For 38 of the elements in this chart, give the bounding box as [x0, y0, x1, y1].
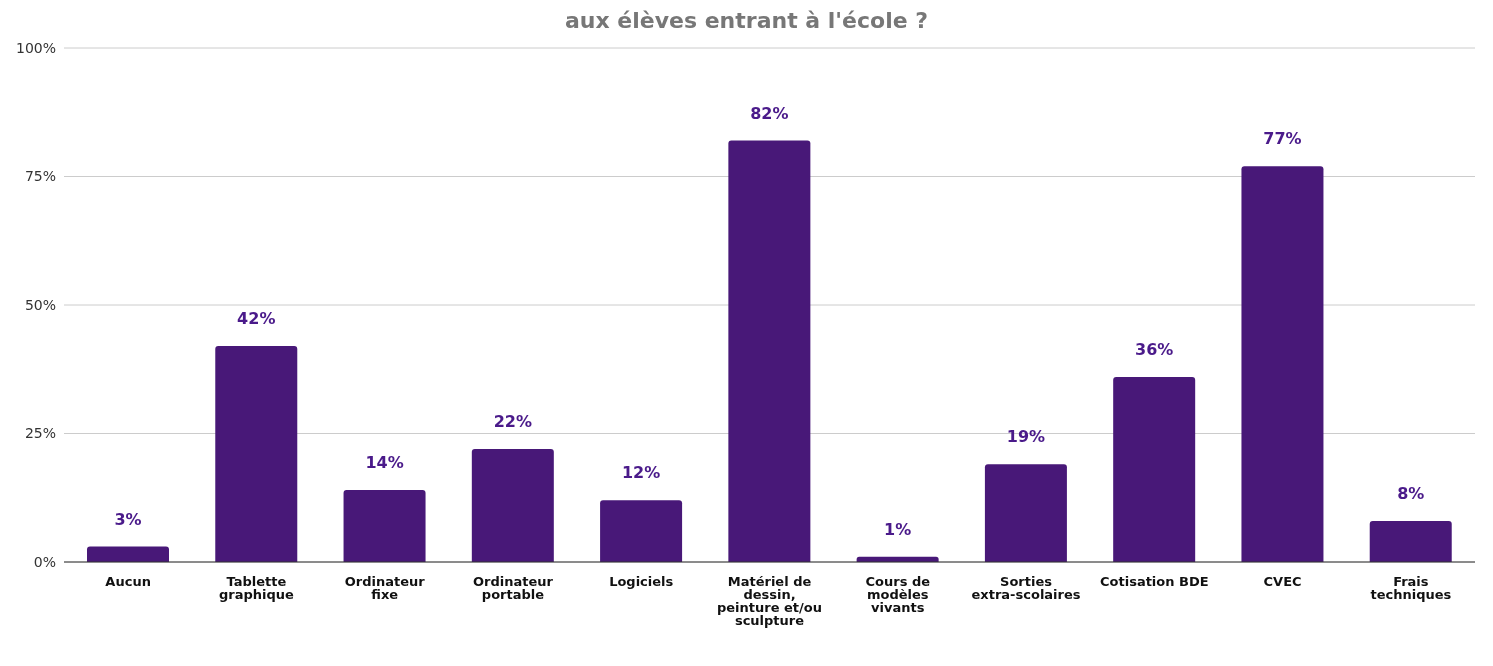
bar: [1113, 376, 1196, 562]
chart-title: aux élèves entrant à l'école ?: [563, 8, 930, 35]
bar: [87, 546, 169, 562]
bar: [471, 448, 554, 562]
data-label: 42%: [237, 309, 276, 329]
bar: [600, 500, 683, 562]
x-tick-label: CVEC: [1263, 574, 1302, 589]
x-tick-label: Ordinateur fixe: [344, 574, 426, 602]
data-label: 19%: [1006, 427, 1046, 447]
bar: [984, 464, 1067, 562]
data-label: 12%: [621, 463, 661, 483]
data-label: 36%: [1135, 339, 1174, 359]
data-label: 82%: [750, 103, 789, 123]
y-tick-label: 75%: [24, 168, 56, 185]
bar: [728, 140, 811, 562]
data-label: 22%: [493, 411, 532, 431]
x-tick-label: Cotisation BDE: [1100, 574, 1209, 589]
data-label: 1%: [884, 519, 912, 539]
bar: [343, 490, 426, 562]
x-tick-label: Cours de modèles vivants: [865, 574, 931, 615]
y-tick-label: 100%: [15, 39, 56, 56]
x-tick-label: Tablette graphique: [218, 574, 295, 602]
y-tick-label: 0%: [33, 553, 56, 570]
data-label: 3%: [114, 509, 142, 529]
x-tick-label: Aucun: [105, 574, 151, 589]
bar: [215, 346, 298, 562]
x-tick-label: Ordinateur portable: [472, 574, 554, 602]
data-label: 14%: [365, 453, 404, 473]
x-tick-label: Logiciels: [609, 574, 674, 589]
y-tick-label: 50%: [24, 296, 56, 313]
data-label: 8%: [1397, 483, 1425, 503]
x-tick-label: Sorties extra-scolaires: [971, 574, 1081, 602]
bar: [1369, 520, 1452, 562]
x-tick-label: Matériel de dessin, peinture et/ou sculpture: [716, 574, 823, 628]
bar: [1241, 166, 1324, 562]
data-label: 77%: [1263, 129, 1302, 149]
y-tick-label: 25%: [24, 425, 56, 442]
x-tick-label: Frais techniques: [1370, 574, 1452, 602]
